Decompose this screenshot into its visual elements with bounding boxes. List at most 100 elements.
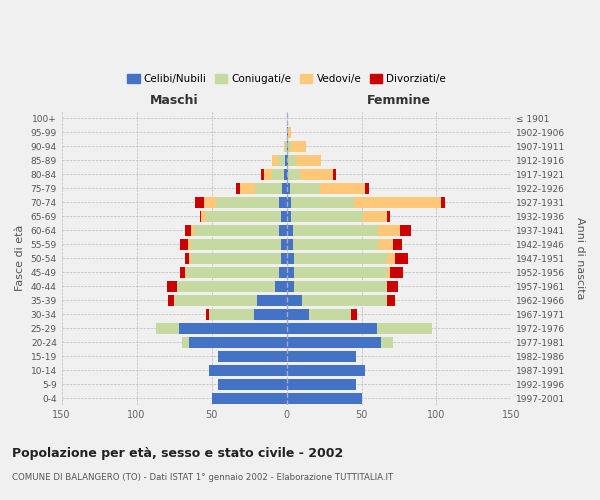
Bar: [393, 238, 402, 250]
Bar: [290, 182, 320, 194]
Bar: [287, 350, 356, 362]
Bar: [275, 280, 287, 292]
Bar: [296, 155, 321, 166]
Bar: [272, 155, 278, 166]
Bar: [281, 252, 287, 264]
Bar: [279, 266, 287, 278]
Y-axis label: Anni di nascita: Anni di nascita: [575, 217, 585, 300]
Bar: [255, 182, 282, 194]
Bar: [287, 364, 365, 376]
Bar: [195, 196, 204, 208]
Bar: [189, 252, 191, 264]
Bar: [287, 294, 302, 306]
Bar: [441, 196, 445, 208]
Bar: [279, 196, 287, 208]
Bar: [282, 182, 287, 194]
Bar: [288, 127, 291, 138]
Bar: [216, 196, 279, 208]
Bar: [288, 141, 291, 152]
Bar: [302, 294, 387, 306]
Bar: [272, 168, 284, 180]
Legend: Celibi/Nubili, Coniugati/e, Vedovi/e, Divorziati/e: Celibi/Nubili, Coniugati/e, Vedovi/e, Di…: [123, 70, 450, 88]
Bar: [387, 210, 390, 222]
Bar: [390, 266, 403, 278]
Bar: [200, 210, 201, 222]
Bar: [287, 266, 294, 278]
Bar: [287, 322, 377, 334]
Bar: [309, 308, 351, 320]
Bar: [288, 168, 300, 180]
Bar: [320, 182, 365, 194]
Bar: [191, 252, 281, 264]
Bar: [156, 322, 179, 334]
Y-axis label: Fasce di età: Fasce di età: [15, 225, 25, 292]
Bar: [281, 238, 287, 250]
Bar: [287, 392, 362, 404]
Bar: [278, 155, 285, 166]
Bar: [209, 308, 254, 320]
Bar: [381, 336, 393, 348]
Bar: [279, 224, 287, 236]
Bar: [287, 280, 294, 292]
Bar: [180, 238, 188, 250]
Bar: [185, 224, 191, 236]
Bar: [194, 224, 279, 236]
Bar: [287, 308, 309, 320]
Bar: [191, 224, 194, 236]
Bar: [284, 168, 287, 180]
Bar: [293, 238, 378, 250]
Bar: [351, 308, 357, 320]
Bar: [287, 182, 290, 194]
Bar: [288, 155, 296, 166]
Bar: [206, 308, 209, 320]
Bar: [377, 322, 432, 334]
Bar: [294, 252, 387, 264]
Bar: [284, 141, 285, 152]
Bar: [254, 308, 287, 320]
Text: Maschi: Maschi: [150, 94, 199, 107]
Bar: [378, 238, 393, 250]
Bar: [204, 196, 216, 208]
Bar: [168, 294, 174, 306]
Bar: [287, 378, 356, 390]
Bar: [264, 168, 272, 180]
Bar: [291, 210, 363, 222]
Bar: [291, 141, 306, 152]
Bar: [293, 224, 378, 236]
Bar: [182, 336, 189, 348]
Bar: [209, 364, 287, 376]
Bar: [287, 238, 293, 250]
Bar: [177, 280, 275, 292]
Bar: [189, 336, 287, 348]
Bar: [291, 196, 354, 208]
Bar: [287, 224, 293, 236]
Bar: [236, 182, 240, 194]
Bar: [287, 127, 288, 138]
Bar: [365, 182, 369, 194]
Text: Femmine: Femmine: [367, 94, 431, 107]
Bar: [294, 266, 387, 278]
Bar: [167, 280, 177, 292]
Bar: [186, 266, 279, 278]
Bar: [179, 322, 287, 334]
Bar: [400, 224, 411, 236]
Bar: [294, 280, 387, 292]
Bar: [363, 210, 387, 222]
Bar: [387, 252, 395, 264]
Bar: [281, 210, 287, 222]
Bar: [287, 168, 288, 180]
Text: COMUNE DI BALANGERO (TO) - Dati ISTAT 1° gennaio 2002 - Elaborazione TUTTITALIA.: COMUNE DI BALANGERO (TO) - Dati ISTAT 1°…: [12, 472, 393, 482]
Bar: [185, 266, 186, 278]
Bar: [201, 210, 206, 222]
Bar: [287, 155, 288, 166]
Bar: [287, 141, 288, 152]
Text: Popolazione per età, sesso e stato civile - 2002: Popolazione per età, sesso e stato civil…: [12, 448, 343, 460]
Bar: [185, 252, 189, 264]
Bar: [287, 210, 291, 222]
Bar: [300, 168, 333, 180]
Bar: [287, 196, 291, 208]
Bar: [287, 252, 294, 264]
Bar: [188, 238, 191, 250]
Bar: [378, 224, 400, 236]
Bar: [218, 350, 287, 362]
